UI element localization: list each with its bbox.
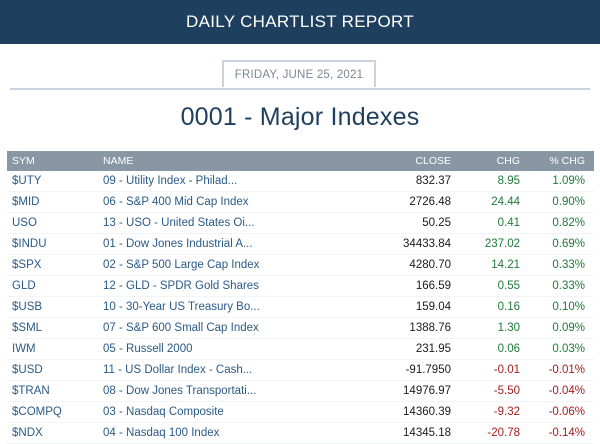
date-label: FRIDAY, JUNE 25, 2021 <box>222 60 376 87</box>
table-row[interactable]: $COMPQ 03 - Nasdaq Composite 14360.39 -9.32… <box>7 402 594 423</box>
close-value: 34433.84 <box>403 238 451 250</box>
change-value: 0.16 <box>497 301 520 313</box>
close-value: 231.95 <box>415 343 451 355</box>
change-value: 0.06 <box>497 343 520 355</box>
name-link[interactable]: 08 - Dow Jones Transportati... <box>103 385 257 397</box>
percent-change-value: 0.09% <box>552 322 585 334</box>
column-header-chg[interactable]: CHG <box>496 155 520 167</box>
column-header-sym[interactable]: SYM <box>12 155 35 167</box>
percent-change-value: 0.82% <box>552 217 585 229</box>
name-link[interactable]: 13 - USO - United States Oi... <box>103 217 255 229</box>
column-header-pct-chg[interactable]: % CHG <box>549 155 585 167</box>
close-value: 14360.39 <box>403 406 451 418</box>
index-table: SYM NAME CLOSE CHG % CHG $UTY 09 - Utilit… <box>7 151 594 444</box>
change-value: 0.41 <box>497 217 520 229</box>
symbol-link[interactable]: IWM <box>12 343 36 355</box>
divider <box>10 88 590 90</box>
symbol-link[interactable]: $SML <box>12 322 43 334</box>
name-link[interactable]: 06 - S&P 400 Mid Cap Index <box>103 196 249 208</box>
percent-change-value: 0.03% <box>552 343 585 355</box>
table-row[interactable]: $UTY 09 - Utility Index - Philad... 832.37… <box>7 171 594 192</box>
percent-change-value: 0.90% <box>552 196 585 208</box>
percent-change-value: -0.04% <box>548 385 585 397</box>
close-value: 159.04 <box>415 301 451 313</box>
change-value: -5.50 <box>493 385 520 397</box>
close-value: 50.25 <box>422 217 451 229</box>
symbol-link[interactable]: $USB <box>12 301 43 313</box>
table-row[interactable]: $TRAN 08 - Dow Jones Transportati... 14976… <box>7 381 594 402</box>
name-link[interactable]: 05 - Russell 2000 <box>103 343 193 355</box>
table-row[interactable]: GLD 12 - GLD - SPDR Gold Shares 166.59 0.55… <box>7 276 594 297</box>
change-value: -20.78 <box>487 427 520 439</box>
percent-change-value: 0.33% <box>552 259 585 271</box>
table-row[interactable]: $NDX 04 - Nasdaq 100 Index 14345.18 -20.78 -… <box>7 423 594 444</box>
report-header: DAILY CHARTLIST REPORT <box>0 0 600 44</box>
percent-change-value: 1.09% <box>552 175 585 187</box>
change-value: 237.02 <box>484 238 520 250</box>
close-value: 1388.76 <box>409 322 451 334</box>
close-value: 166.59 <box>415 280 451 292</box>
table-row[interactable]: $USB 10 - 30-Year US Treasury Bo... 159.04… <box>7 297 594 318</box>
change-value: 8.95 <box>497 175 520 187</box>
symbol-link[interactable]: GLD <box>12 280 36 292</box>
name-link[interactable]: 03 - Nasdaq Composite <box>103 406 224 418</box>
percent-change-value: -0.14% <box>548 427 585 439</box>
symbol-link[interactable]: $SPX <box>12 259 42 271</box>
name-link[interactable]: 02 - S&P 500 Large Cap Index <box>103 259 260 271</box>
change-value: 24.44 <box>491 196 520 208</box>
symbol-link[interactable]: $INDU <box>12 238 47 250</box>
symbol-link[interactable]: $USD <box>12 364 43 376</box>
symbol-link[interactable]: USO <box>12 217 37 229</box>
close-value: 832.37 <box>415 175 451 187</box>
close-value: 14345.18 <box>403 427 451 439</box>
page-title: 0001 - Major Indexes <box>180 103 420 131</box>
name-link[interactable]: 12 - GLD - SPDR Gold Shares <box>103 280 259 292</box>
change-value: -0.01 <box>493 364 520 376</box>
percent-change-value: 0.10% <box>552 301 585 313</box>
table-header: SYM NAME CLOSE CHG % CHG <box>7 151 594 171</box>
close-value: 2726.48 <box>409 196 451 208</box>
column-header-close[interactable]: CLOSE <box>415 155 451 167</box>
table-row[interactable]: $USD 11 - US Dollar Index - Cash... -91.79… <box>7 360 594 381</box>
table-row[interactable]: IWM 05 - Russell 2000 231.95 0.06 0.03% <box>7 339 594 360</box>
close-value: -91.7950 <box>405 364 451 376</box>
close-value: 4280.70 <box>409 259 451 271</box>
name-link[interactable]: 01 - Dow Jones Industrial A... <box>103 238 253 250</box>
percent-change-value: 0.69% <box>552 238 585 250</box>
name-link[interactable]: 10 - 30-Year US Treasury Bo... <box>103 301 260 313</box>
symbol-link[interactable]: $UTY <box>12 175 42 187</box>
change-value: 0.55 <box>497 280 520 292</box>
name-link[interactable]: 04 - Nasdaq 100 Index <box>103 427 220 439</box>
column-header-name[interactable]: NAME <box>103 155 134 167</box>
table-row[interactable]: $SML 07 - S&P 600 Small Cap Index 1388.76 1… <box>7 318 594 339</box>
name-link[interactable]: 09 - Utility Index - Philad... <box>103 175 238 187</box>
report-title: DAILY CHARTLIST REPORT <box>186 12 414 31</box>
table-row[interactable]: USO 13 - USO - United States Oi... 50.25 0.… <box>7 213 594 234</box>
percent-change-value: -0.01% <box>548 364 585 376</box>
name-link[interactable]: 07 - S&P 600 Small Cap Index <box>103 322 259 334</box>
change-value: -9.32 <box>493 406 520 418</box>
name-link[interactable]: 11 - US Dollar Index - Cash... <box>103 364 253 376</box>
table-body: $UTY 09 - Utility Index - Philad... 832.37… <box>7 171 594 444</box>
symbol-link[interactable]: $MID <box>12 196 40 208</box>
symbol-link[interactable]: $TRAN <box>12 385 50 397</box>
table-row[interactable]: $SPX 02 - S&P 500 Large Cap Index 4280.70 1… <box>7 255 594 276</box>
percent-change-value: 0.33% <box>552 280 585 292</box>
change-value: 1.30 <box>497 322 520 334</box>
date-section: FRIDAY, JUNE 25, 2021 <box>0 44 600 90</box>
table-row[interactable]: $INDU 01 - Dow Jones Industrial A... 34433… <box>7 234 594 255</box>
percent-change-value: -0.06% <box>548 406 585 418</box>
change-value: 14.21 <box>491 259 520 271</box>
table-row[interactable]: $MID 06 - S&P 400 Mid Cap Index 2726.48 24.… <box>7 192 594 213</box>
symbol-link[interactable]: $COMPQ <box>12 406 62 418</box>
close-value: 14976.97 <box>403 385 451 397</box>
symbol-link[interactable]: $NDX <box>12 427 43 439</box>
